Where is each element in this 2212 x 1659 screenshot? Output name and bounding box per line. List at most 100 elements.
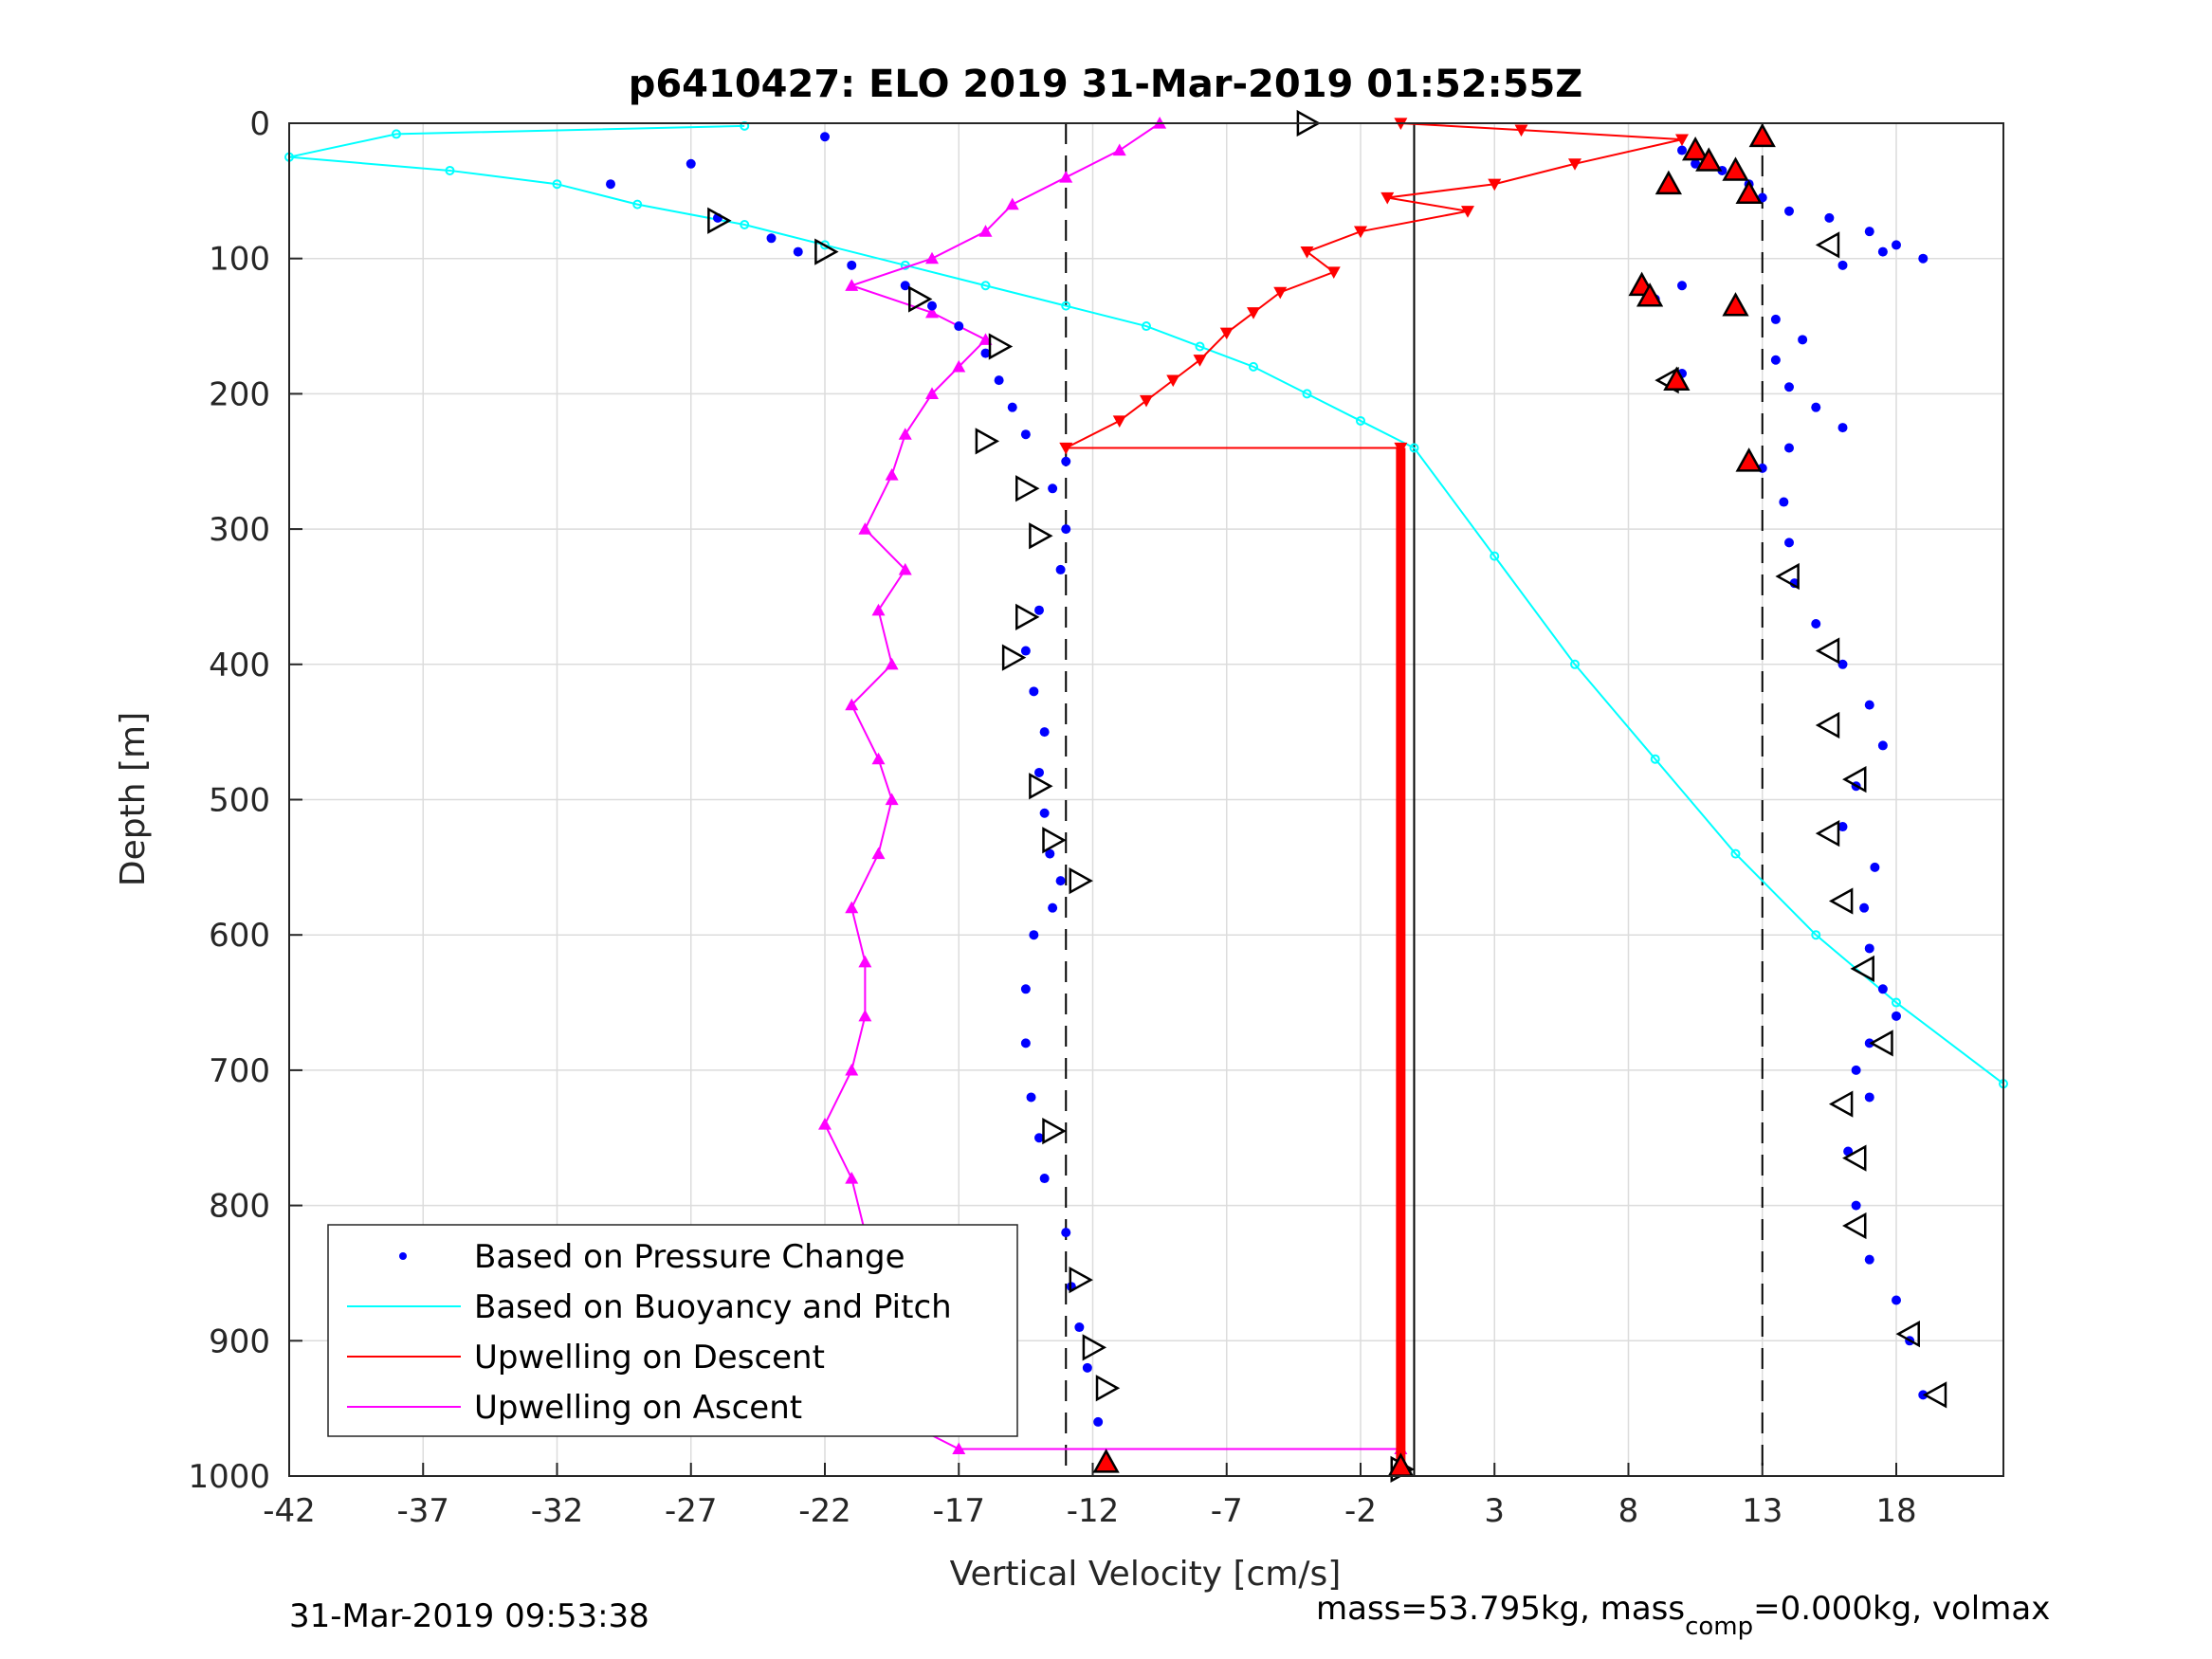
point-pressure xyxy=(1770,314,1781,324)
point-pressure xyxy=(606,179,615,190)
red-triangle-marker xyxy=(1636,283,1664,307)
point-descent xyxy=(1273,286,1288,300)
open-triangle-marker xyxy=(1815,820,1840,848)
point-pressure xyxy=(1039,1174,1050,1184)
x-tick-label: -2 xyxy=(1344,1492,1377,1530)
point-pressure xyxy=(766,233,777,244)
point-ascent xyxy=(845,901,859,914)
y-tick-label: 300 xyxy=(209,511,270,549)
legend-label-ascent: Upwelling on Ascent xyxy=(474,1389,802,1427)
open-triangle-marker xyxy=(1069,866,1093,895)
open-triangle-marker xyxy=(1001,644,1027,671)
point-pressure xyxy=(1048,483,1058,494)
x-tick-label: -17 xyxy=(932,1492,985,1530)
red-triangle-marker xyxy=(1722,292,1749,317)
point-pressure xyxy=(1811,402,1821,412)
point-pressure xyxy=(1029,930,1039,940)
point-buoyancy xyxy=(1490,551,1500,561)
point-pressure xyxy=(1877,984,1888,994)
x-tick-label: 13 xyxy=(1742,1492,1782,1530)
point-pressure xyxy=(1039,808,1050,818)
point-pressure xyxy=(1093,1416,1104,1427)
point-pressure xyxy=(820,132,830,142)
point-pressure xyxy=(1784,382,1794,392)
point-pressure xyxy=(900,281,910,291)
point-buoyancy xyxy=(1249,361,1258,372)
point-ascent xyxy=(885,793,899,806)
plot-frame xyxy=(288,122,2004,1477)
point-pressure xyxy=(994,375,1004,386)
point-pressure xyxy=(1864,700,1874,710)
open-triangle-marker xyxy=(1015,475,1040,502)
point-pressure xyxy=(1784,206,1794,216)
point-descent xyxy=(1219,327,1234,340)
point-ascent xyxy=(1112,143,1126,156)
point-buoyancy xyxy=(1195,341,1205,352)
x-tick-label: -12 xyxy=(1067,1492,1120,1530)
point-buoyancy xyxy=(980,281,991,291)
point-buoyancy xyxy=(820,240,830,250)
point-pressure xyxy=(1061,456,1071,466)
point-buoyancy xyxy=(1811,930,1821,940)
open-triangle-marker xyxy=(1095,1375,1121,1402)
point-pressure xyxy=(1918,253,1929,264)
y-axis-label: Depth [m] xyxy=(114,712,153,886)
point-buoyancy xyxy=(1356,415,1365,426)
point-pressure xyxy=(1877,740,1888,751)
legend-box xyxy=(327,1224,1018,1437)
point-buoyancy xyxy=(632,199,643,210)
x-tick-label: -27 xyxy=(665,1492,718,1530)
footer-mass-text: mass=53.795kg, mass xyxy=(1316,1590,1685,1628)
point-descent xyxy=(1354,226,1367,239)
point-pressure xyxy=(1034,767,1044,777)
point-pressure xyxy=(1029,686,1039,697)
open-triangle-marker xyxy=(1842,1212,1867,1240)
y-tick-label: 500 xyxy=(209,782,270,820)
open-triangle-marker xyxy=(1775,562,1800,591)
point-ascent xyxy=(818,1117,832,1130)
open-triangle-marker xyxy=(1069,1266,1093,1294)
x-axis-label: Vertical Velocity [cm/s] xyxy=(950,1555,1342,1594)
x-tick-label: -42 xyxy=(263,1492,316,1530)
point-buoyancy xyxy=(1302,389,1312,399)
open-triangle-marker xyxy=(1828,887,1854,915)
x-tick-labels: -42 -37 -32 -27 -22 -17 -12 -7 -2 3 8 13 18 xyxy=(263,1492,1916,1530)
point-pressure xyxy=(1020,984,1031,994)
point-pressure xyxy=(1061,1228,1071,1238)
point-ascent xyxy=(845,1063,859,1076)
point-pressure xyxy=(980,348,991,358)
point-pressure xyxy=(1039,727,1050,738)
point-pressure xyxy=(1892,240,1901,250)
open-triangle-marker xyxy=(1895,1321,1920,1348)
point-ascent xyxy=(845,1172,859,1184)
red-triangle-marker xyxy=(1735,447,1763,472)
point-descent xyxy=(1112,415,1126,428)
point-pressure xyxy=(1779,497,1789,507)
point-pressure xyxy=(1061,524,1071,535)
point-pressure xyxy=(1877,246,1888,257)
legend-label-buoyancy: Based on Buoyancy and Pitch xyxy=(474,1288,952,1326)
red-triangle-marker xyxy=(1663,366,1691,391)
point-ascent xyxy=(898,562,912,575)
open-triangle-marker xyxy=(1015,603,1040,630)
point-pressure xyxy=(1811,618,1821,629)
point-ascent xyxy=(898,428,912,440)
point-ascent xyxy=(871,752,886,765)
point-buoyancy xyxy=(1650,754,1660,764)
point-ascent xyxy=(1005,197,1019,210)
point-pressure xyxy=(1837,659,1848,669)
point-pressure xyxy=(1082,1362,1092,1373)
open-triangle-marker xyxy=(1842,765,1867,793)
footer-mass-rest: =0.000kg, volmax xyxy=(1753,1590,2050,1628)
point-buoyancy xyxy=(1730,848,1741,859)
open-triangle-marker xyxy=(1828,1090,1854,1118)
point-descent xyxy=(1193,355,1207,367)
point-buoyancy xyxy=(445,165,455,175)
point-pressure xyxy=(1784,538,1794,548)
point-pressure xyxy=(1677,145,1687,155)
open-triangle-marker xyxy=(814,238,839,265)
legend-label-pressure: Based on Pressure Change xyxy=(474,1238,905,1276)
y-tick-label: 900 xyxy=(209,1322,270,1360)
point-pressure xyxy=(1770,355,1781,365)
y-tick-label: 0 xyxy=(249,105,270,143)
